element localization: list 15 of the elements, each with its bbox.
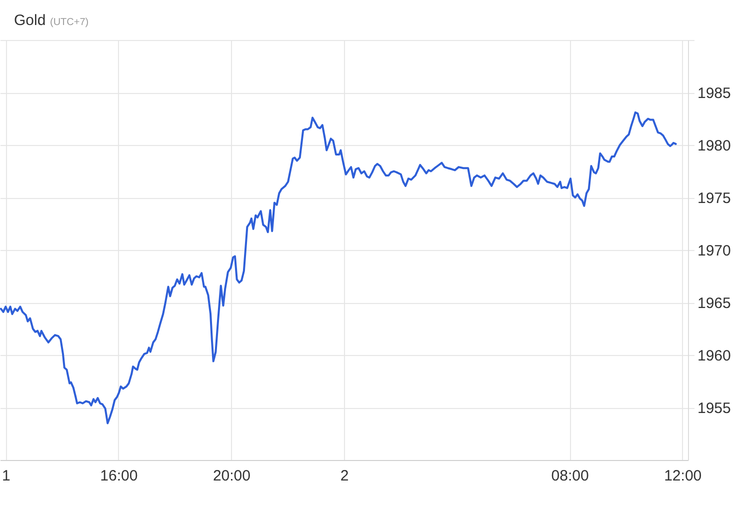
y-tick-label: 1955 [698,400,731,417]
x-tick-label: 20:00 [212,468,250,484]
chart-title: Gold [14,12,46,29]
x-tick-label: 08:00 [551,468,589,484]
y-tick-label: 1985 [698,85,731,102]
x-tick-label: 12:00 [664,468,702,484]
x-tick-label: 16:00 [100,468,138,484]
x-tick-label: 1 [2,468,10,484]
chart-subtitle: (UTC+7) [50,17,89,28]
y-tick-label: 1975 [698,190,731,207]
y-tick-label: 1960 [698,348,731,364]
x-tick-label: 2 [340,468,349,484]
y-tick-label: 1970 [698,242,731,260]
y-tick-label: 1965 [698,295,731,312]
y-tick-label: 1980 [698,138,731,154]
